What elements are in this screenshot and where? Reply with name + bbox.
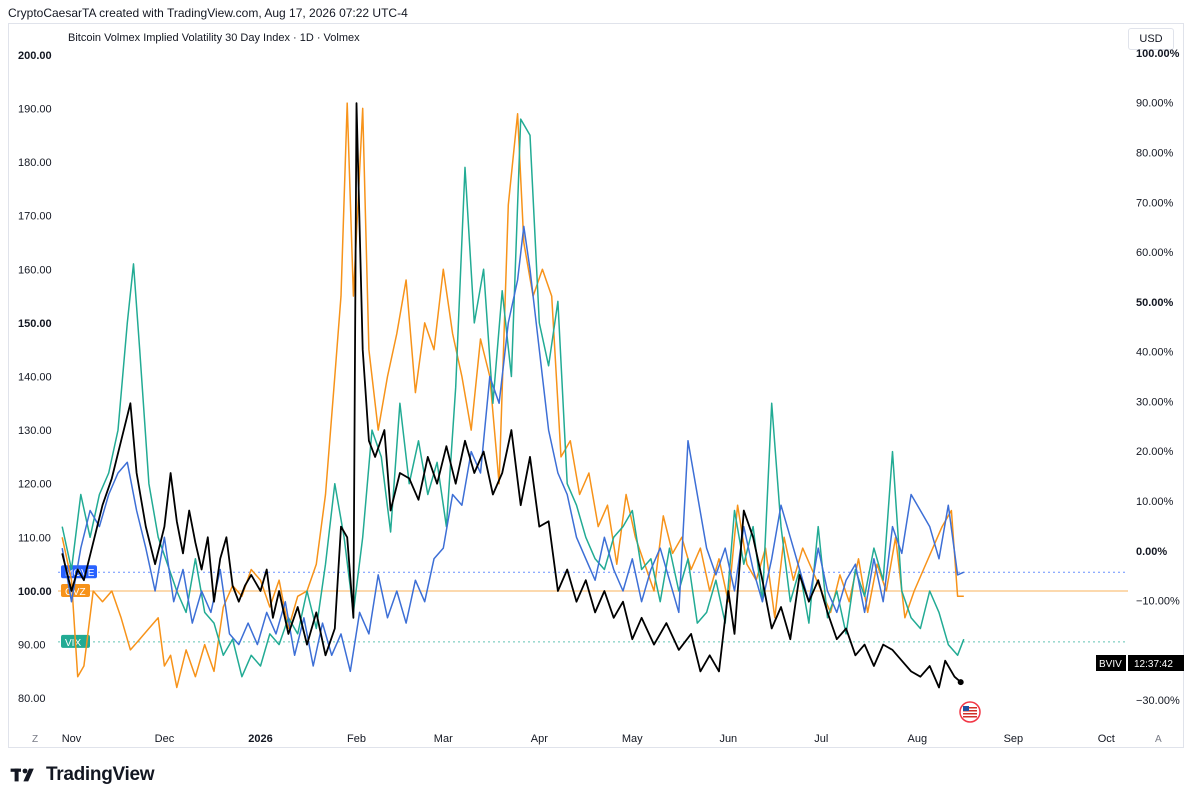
right-axis-tick-label: 10.00% — [1136, 496, 1174, 508]
series-badge-label: VIX — [65, 638, 81, 649]
chart-attribution: CryptoCaesarTA created with TradingView.… — [8, 6, 408, 20]
right-axis-tick-label: 90.00% — [1136, 98, 1174, 110]
right-axis-tick-label: 80.00% — [1136, 147, 1174, 159]
bviv-last-point — [957, 679, 964, 686]
series-line-gvz — [61, 102, 964, 689]
left-axis-tick-label: 80.00 — [18, 693, 46, 705]
left-axis-tick-label: 100.00 — [18, 586, 52, 598]
flag-canton — [963, 706, 969, 711]
price-tag-time: 12:37:42 — [1134, 659, 1173, 670]
chart-frame — [8, 23, 1184, 748]
x-axis-tick-label: Feb — [347, 733, 366, 745]
x-axis-tick-label: May — [622, 733, 643, 745]
flag-stripe — [963, 707, 977, 709]
x-axis-tick-label: Aug — [908, 733, 928, 745]
axis-auto-button[interactable]: A — [1155, 734, 1162, 745]
x-axis-tick-label: Sep — [1004, 733, 1024, 745]
tradingview-logo-icon — [10, 768, 34, 782]
left-axis-tick-label: 110.00 — [18, 532, 51, 544]
left-axis-tick-label: 140.00 — [18, 372, 52, 384]
right-axis-tick-label: 70.00% — [1136, 197, 1174, 209]
price-tag-time-box — [1128, 655, 1184, 671]
left-axis-tick-label: 200.00 — [18, 50, 52, 62]
right-axis-tick-label: 40.00% — [1136, 347, 1174, 359]
x-axis-tick-label: Apr — [531, 733, 548, 745]
x-axis-tick-label: Dec — [155, 733, 175, 745]
left-axis-tick-label: 190.00 — [18, 103, 52, 115]
right-axis-tick-label: 100.00% — [1136, 48, 1180, 60]
left-axis-tick-label: 120.00 — [18, 479, 52, 491]
flag-stripe — [963, 710, 977, 712]
tradingview-branding[interactable]: TradingView — [10, 764, 155, 786]
tradingview-brand-text: TradingView — [46, 764, 155, 785]
right-axis-tick-label: 60.00% — [1136, 247, 1174, 259]
chart-title: Bitcoin Volmex Implied Volatility 30 Day… — [68, 32, 360, 44]
left-axis-tick-label: 170.00 — [18, 211, 52, 223]
series-line-vix — [61, 118, 965, 678]
right-axis-tick-label: 50.00% — [1136, 297, 1174, 309]
axis-zoom-button[interactable]: Z — [32, 734, 38, 745]
price-tag-label: BVIV — [1099, 659, 1122, 670]
x-axis-tick-label: 2026 — [248, 733, 272, 745]
right-axis-tick-label: 0.00% — [1136, 546, 1167, 558]
flag-stripe — [963, 713, 977, 715]
x-axis-tick-label: Oct — [1098, 733, 1115, 745]
right-axis-tick-label: −30.00% — [1136, 695, 1180, 707]
right-axis-tick-label: −10.00% — [1136, 596, 1180, 608]
left-axis-tick-label: 180.00 — [18, 157, 52, 169]
flag-stripe — [963, 716, 977, 718]
left-axis-tick-label: 160.00 — [18, 264, 52, 276]
us-flag-icon[interactable] — [959, 701, 981, 723]
series-line-bviv — [61, 102, 962, 689]
price-tag-label-box — [1096, 655, 1126, 671]
currency-selector[interactable]: USD — [1128, 28, 1174, 50]
right-axis-tick-label: 30.00% — [1136, 396, 1174, 408]
x-axis-tick-label: Jun — [719, 733, 737, 745]
left-axis-tick-label: 130.00 — [18, 425, 52, 437]
x-axis-tick-label: Jul — [814, 733, 828, 745]
right-axis-tick-label: 20.00% — [1136, 446, 1174, 458]
x-axis-tick-label: Nov — [62, 733, 82, 745]
series-badge-label: GVZ — [65, 587, 86, 598]
left-axis-tick-label: 90.00 — [18, 640, 46, 652]
left-axis-tick-label: 150.00 — [18, 318, 52, 330]
x-axis-tick-label: Mar — [434, 733, 453, 745]
